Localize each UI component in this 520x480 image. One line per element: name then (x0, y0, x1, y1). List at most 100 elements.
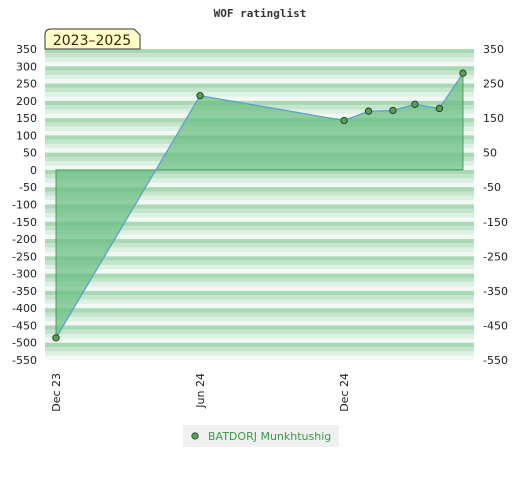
grid-band (45, 252, 474, 257)
grid-band (45, 282, 474, 287)
y-tick-label: 350 (16, 43, 37, 56)
grid-band (45, 234, 474, 240)
y-tick-label: 50 (23, 147, 37, 160)
data-point (340, 116, 348, 125)
grid-band (45, 308, 474, 313)
point-layer (52, 69, 467, 342)
y-tick-label: -500 (12, 337, 37, 350)
grid-band (45, 226, 474, 231)
grid-band (45, 342, 474, 348)
y-tick-label: -50 (19, 181, 37, 194)
grid-band (45, 169, 474, 175)
grid-band (45, 230, 474, 235)
grid-band (45, 178, 474, 183)
grid-band (45, 239, 474, 244)
y-axis-left: 350 300 250 200 150 100 50 0 -50 -100 -150 -200 -250… (12, 43, 37, 367)
grid-band (45, 325, 474, 330)
grid-band (45, 312, 474, 317)
line-layer (55, 72, 464, 339)
grid-band (45, 57, 474, 62)
x-tick-label: Jun 24 (194, 373, 207, 409)
y-tick-label: 300 (16, 60, 37, 73)
y-axis-right: 350 250 150 50 -50 -150 -250 -350 -450 -550 (483, 43, 508, 367)
y-tick-label-right: -450 (483, 319, 508, 332)
grid-band (45, 191, 474, 196)
grid-band (45, 277, 474, 283)
grid-band (45, 316, 474, 322)
grid-band (45, 260, 474, 265)
grid-band (45, 70, 474, 75)
grid-band (45, 49, 474, 54)
y-tick-label: -250 (12, 250, 37, 263)
y-tick-label: -300 (12, 268, 37, 281)
grid-band (45, 338, 474, 343)
y-tick-label: 250 (16, 78, 37, 91)
y-tick-label-right: 50 (483, 147, 497, 160)
grid-band (45, 351, 474, 356)
x-tick-label: Dec 24 (338, 373, 351, 412)
grid-band (45, 256, 474, 261)
grid-band (45, 329, 474, 335)
legend-marker (191, 432, 199, 440)
y-tick-label: -100 (12, 199, 37, 212)
grid-band (45, 96, 474, 101)
grid-band (45, 264, 474, 270)
data-point (389, 106, 397, 115)
x-tick-label: Dec 23 (50, 373, 63, 412)
grid-band (45, 195, 474, 201)
data-point (196, 92, 204, 100)
grid-band (45, 187, 474, 192)
y-tick-label: 200 (16, 95, 37, 108)
grid-band (45, 204, 474, 209)
grid-band (45, 221, 474, 227)
grid-band (45, 87, 474, 93)
data-point (364, 107, 373, 115)
grid-band (45, 290, 474, 296)
y-tick-label: -550 (12, 354, 37, 367)
grid-band (45, 213, 474, 218)
period-badge-text: 2023–2025 (53, 33, 131, 49)
grid-band (45, 299, 474, 304)
chart-title: WOF ratinglist (214, 7, 307, 20)
grid-band (45, 273, 474, 278)
grid-band (45, 83, 474, 88)
grid-band (45, 74, 474, 80)
grid-band (45, 355, 474, 360)
x-axis: Dec 23 Jun 24 Dec 24 (50, 373, 351, 412)
y-tick-label-right: -350 (483, 285, 508, 298)
y-tick-label: -200 (12, 233, 37, 246)
y-tick-label-right: -250 (483, 250, 508, 263)
grid-band (45, 100, 474, 106)
data-point (411, 100, 419, 108)
y-tick-label: -450 (12, 319, 37, 332)
grid-band (45, 61, 474, 67)
grid-band (45, 92, 474, 97)
legend: BATDORJ Munkhtushig (183, 425, 339, 447)
y-tick-label-right: -150 (483, 216, 508, 229)
y-tick-label: 0 (30, 164, 37, 177)
grid-band (45, 321, 474, 326)
grid-band (45, 182, 474, 188)
data-point (459, 69, 467, 77)
y-tick-label-right: -50 (483, 181, 501, 194)
y-tick-label: 150 (16, 112, 37, 125)
y-tick-label: -400 (12, 302, 37, 315)
y-tick-label-right: 250 (483, 78, 504, 91)
data-point (435, 104, 444, 113)
legend-label: BATDORJ Munkhtushig (208, 430, 331, 443)
grid-band (45, 269, 474, 274)
grid-band (45, 347, 474, 352)
grid-band (45, 295, 474, 300)
grid-band (45, 53, 474, 58)
grid-band (45, 286, 474, 291)
grid-band (45, 243, 474, 248)
period-badge: 2023–2025 (44, 28, 141, 50)
grid-band (45, 334, 474, 339)
data-point (52, 334, 60, 342)
series-line (55, 72, 464, 339)
grid-band (45, 247, 474, 253)
grid-band (45, 303, 474, 309)
y-tick-label: 100 (16, 129, 37, 142)
grid-band (45, 174, 474, 179)
